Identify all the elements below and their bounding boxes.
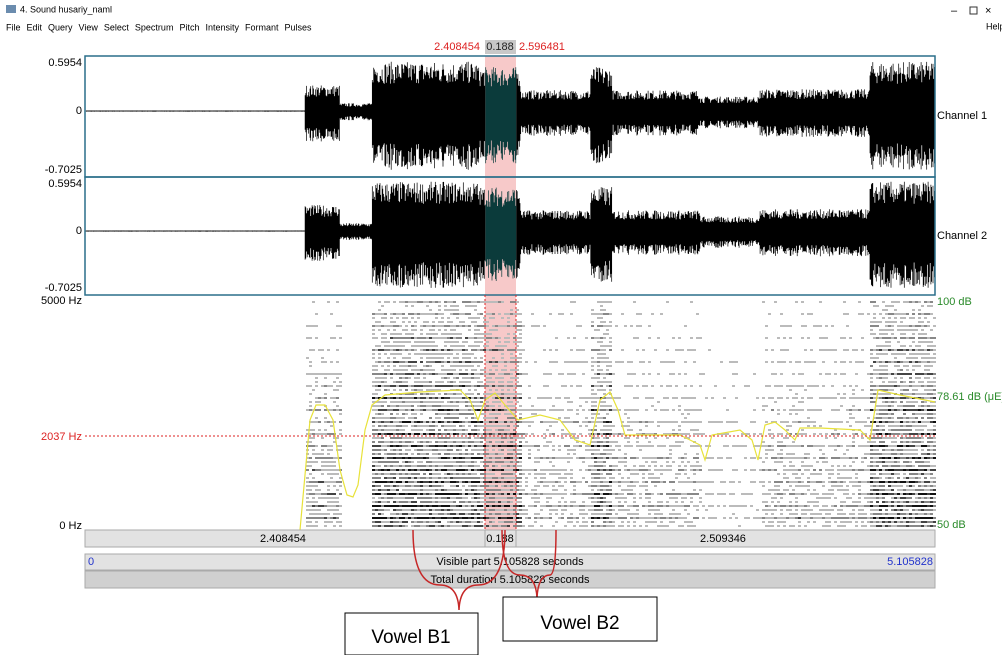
- selection-duration-box: [485, 40, 516, 54]
- vowel-b1-label: Vowel B1: [371, 627, 450, 648]
- app-icon: [6, 5, 16, 13]
- bracket-b1: [412, 529, 506, 611]
- ch1-top: 0.5954: [48, 57, 82, 69]
- window-title: 4. Sound husariy_naml: [20, 4, 112, 14]
- spectrogram-band: [312, 337, 936, 527]
- menu-item[interactable]: Spectrum: [135, 22, 174, 32]
- waveform-selected: [485, 187, 517, 281]
- time-middle: 0.188: [486, 533, 514, 545]
- spectrogram-band: [372, 385, 936, 519]
- waveform: [85, 61, 935, 170]
- intensity-top: 100 dB: [937, 296, 972, 308]
- menu-item[interactable]: Pulses: [285, 22, 313, 32]
- spectrogram-band: [306, 301, 936, 527]
- spec-cursor: 2037 Hz: [41, 431, 82, 443]
- ch2-bottom: -0.7025: [45, 282, 82, 294]
- close[interactable]: ×: [985, 5, 991, 17]
- vowel-b2-box: [502, 596, 658, 642]
- total-duration: Total duration 5.105828 seconds: [430, 574, 590, 586]
- menu-item[interactable]: Select: [104, 22, 130, 32]
- ch2-zero: 0: [76, 225, 82, 237]
- visible-start: 0: [88, 556, 94, 568]
- selection-start: 2.408454: [434, 41, 480, 53]
- menu-item[interactable]: Edit: [27, 22, 43, 32]
- menu-item[interactable]: Query: [48, 22, 73, 32]
- intensity-curve: [299, 389, 936, 531]
- time-row-right[interactable]: [515, 529, 936, 548]
- time-right: 2.509346: [700, 533, 746, 545]
- waveform: [85, 181, 935, 288]
- menu-item[interactable]: Intensity: [205, 22, 239, 32]
- ch1-bottom: -0.7025: [45, 164, 82, 176]
- menu-item[interactable]: Formant: [245, 22, 279, 32]
- selection-end: 2.596481: [519, 41, 565, 53]
- intensity-bottom: 50 dB: [937, 519, 966, 531]
- ch1-zero: 0: [76, 105, 82, 117]
- minimize[interactable]: –: [951, 5, 958, 17]
- ch2-top: 0.5954: [48, 178, 82, 190]
- spec-bottom: 0 Hz: [59, 520, 82, 532]
- vowel-b2-label: Vowel B2: [540, 613, 619, 634]
- maximize[interactable]: [969, 6, 978, 15]
- menu-item[interactable]: Pitch: [179, 22, 199, 32]
- help-menu[interactable]: Help: [986, 21, 1002, 31]
- channel-2-frame: [84, 176, 936, 296]
- ch2-name: Channel 2: [937, 230, 987, 242]
- selection-duration: 0.188: [486, 41, 514, 53]
- menu-item[interactable]: File: [6, 22, 21, 32]
- visible-end: 5.105828: [887, 556, 933, 568]
- visible-part: Visible part 5.105828 seconds: [436, 556, 584, 568]
- ch1-name: Channel 1: [937, 110, 987, 122]
- vowel-b1-box: [344, 612, 479, 656]
- waveform-selected: [485, 67, 517, 164]
- spec-top: 5000 Hz: [41, 295, 82, 307]
- menu-item[interactable]: View: [79, 22, 99, 32]
- time-left: 2.408454: [260, 533, 306, 545]
- intensity-mid: 78.61 dB (μE): [937, 391, 1002, 403]
